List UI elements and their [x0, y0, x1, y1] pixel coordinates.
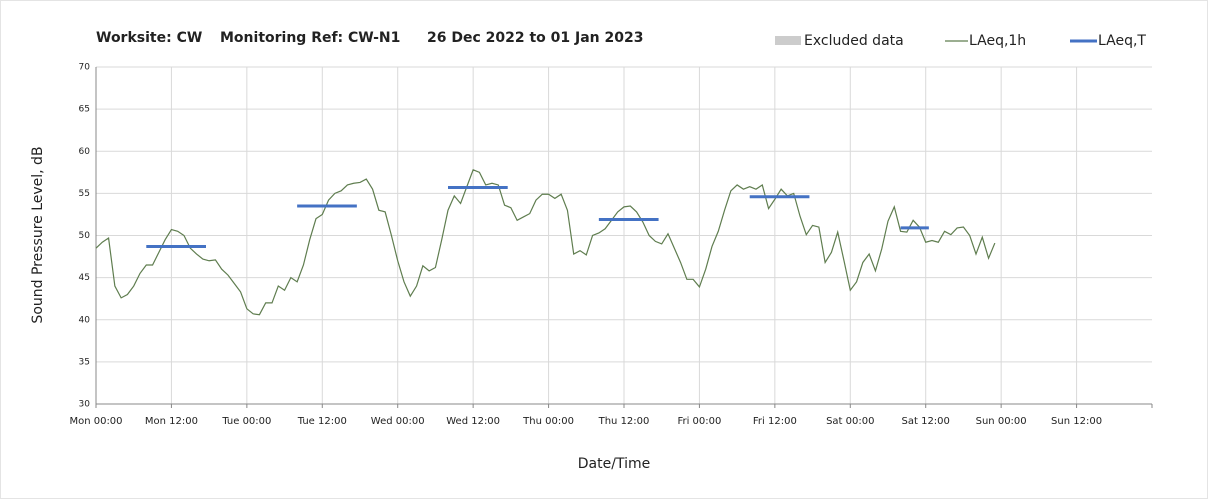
y-tick-label: 40: [79, 315, 91, 325]
y-tick-label: 65: [79, 105, 90, 115]
x-tick-label: Sun 12:00: [1051, 416, 1102, 427]
y-tick-label: 50: [79, 231, 91, 241]
x-tick-label: Fri 00:00: [677, 416, 721, 427]
y-tick-label: 30: [79, 400, 91, 410]
legend-label: LAeq,T: [1098, 33, 1146, 49]
chart-title: Monitoring Ref: CW-N1: [220, 30, 400, 46]
y-tick-label: 45: [79, 273, 90, 283]
y-tick-label: 60: [79, 147, 91, 157]
y-tick-label: 55: [79, 189, 90, 199]
legend-label: LAeq,1h: [969, 33, 1026, 49]
x-tick-label: Sat 12:00: [902, 416, 950, 427]
legend-swatch: [775, 36, 801, 45]
data-line: [95, 168, 996, 316]
x-axis-label: Date/Time: [578, 456, 650, 472]
y-tick-label: 35: [79, 357, 90, 367]
legend-label: Excluded data: [804, 33, 904, 49]
x-tick-label: Tue 12:00: [297, 416, 347, 427]
x-tick-label: Mon 12:00: [145, 416, 198, 427]
chart-title: Worksite: CW: [96, 30, 202, 46]
chart-title: 26 Dec 2022 to 01 Jan 2023: [427, 30, 644, 46]
y-tick-label: 70: [79, 63, 91, 73]
x-tick-label: Tue 00:00: [221, 416, 271, 427]
x-tick-label: Fri 12:00: [753, 416, 797, 427]
y-axis-label: Sound Pressure Level, dB: [30, 146, 46, 323]
x-tick-label: Mon 00:00: [69, 416, 122, 427]
x-tick-label: Wed 12:00: [446, 416, 500, 427]
x-tick-label: Sat 00:00: [826, 416, 874, 427]
x-tick-label: Wed 00:00: [371, 416, 425, 427]
x-tick-label: Sun 00:00: [976, 416, 1027, 427]
x-tick-label: Thu 12:00: [598, 416, 650, 427]
x-tick-label: Thu 00:00: [522, 416, 574, 427]
